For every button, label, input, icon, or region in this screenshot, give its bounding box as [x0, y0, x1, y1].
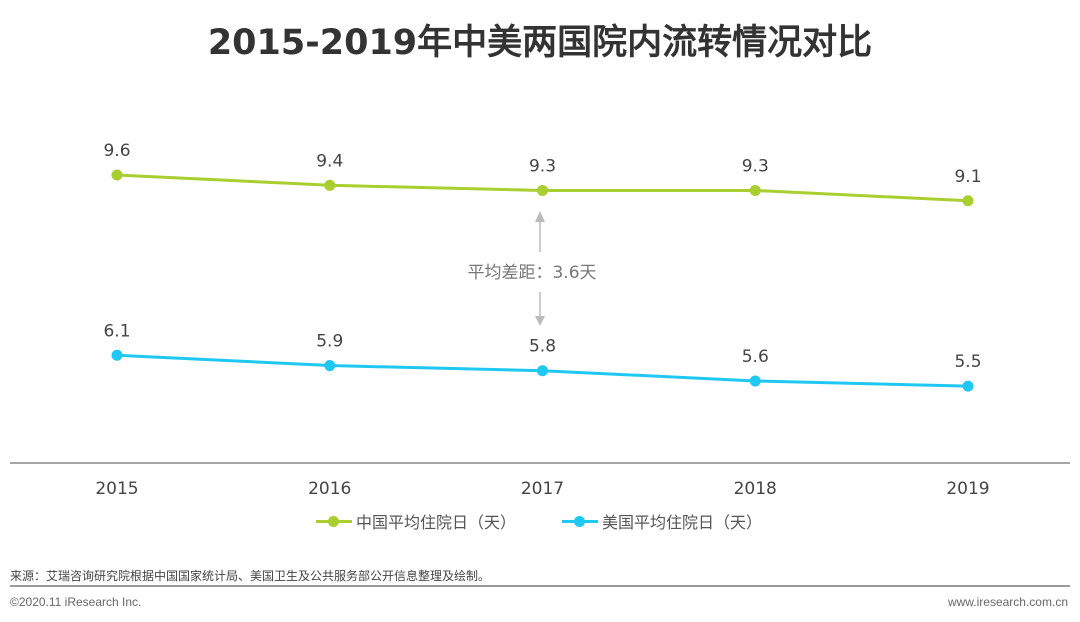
x-tick-label: 2018 [734, 479, 777, 499]
data-label: 6.1 [103, 321, 130, 341]
data-point [111, 169, 123, 181]
data-point [962, 195, 974, 207]
legend-label-china: 中国平均住院日（天） [356, 513, 517, 532]
gap-annotation: 平均差距：3.6天 [467, 263, 596, 283]
data-label: 5.6 [742, 347, 769, 367]
data-point [962, 380, 974, 392]
data-point [537, 365, 548, 377]
chart-title: 2015-2019年中美两国院内流转情况对比 [207, 23, 873, 63]
legend-swatch-usa [562, 515, 598, 527]
data-label: 9.4 [316, 151, 343, 171]
data-label: 5.9 [316, 332, 343, 352]
x-tick-label: 2016 [308, 479, 351, 499]
data-label: 9.6 [103, 141, 130, 161]
legend-item-usa: 美国平均住院日（天） [562, 509, 762, 533]
website-link: www.iresearch.com.cn [947, 595, 1068, 609]
data-point [324, 179, 336, 191]
data-label: 9.1 [954, 167, 981, 187]
legend-label-usa: 美国平均住院日（天） [602, 513, 763, 532]
data-label: 9.3 [529, 156, 556, 176]
arrow-up-icon [535, 211, 545, 222]
x-tick-label: 2019 [946, 479, 989, 499]
x-tick-label: 2015 [95, 479, 138, 499]
source-note: 来源：艾瑞咨询研究院根据中国国家统计局、美国卫生及公共服务部公开信息整理及绘制。 [10, 569, 491, 583]
data-point [537, 184, 548, 196]
footer-divider [10, 585, 1070, 587]
legend-item-china: 中国平均住院日（天） [316, 509, 516, 533]
data-label: 5.8 [529, 337, 556, 357]
arrow-down-icon [535, 316, 545, 326]
data-point [749, 184, 761, 196]
data-point [324, 360, 336, 372]
data-point [111, 349, 123, 361]
data-point [749, 375, 761, 387]
copyright: ©2020.11 iResearch Inc. [10, 595, 142, 609]
data-label: 9.3 [742, 156, 769, 176]
legend-swatch-china [316, 515, 352, 527]
x-tick-label: 2017 [521, 479, 564, 499]
data-label: 5.5 [954, 352, 981, 372]
